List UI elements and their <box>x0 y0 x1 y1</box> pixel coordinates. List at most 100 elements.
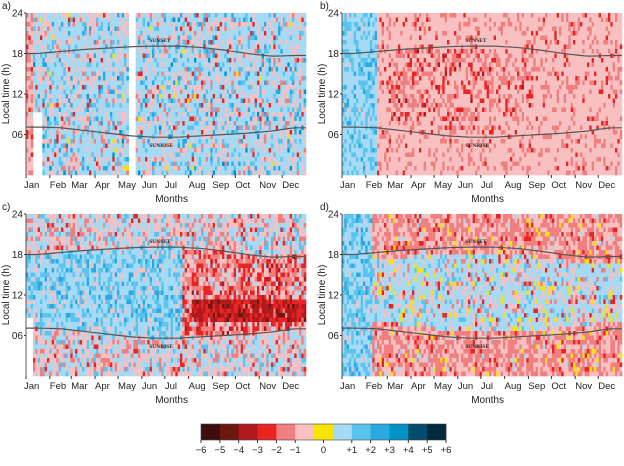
heatmap-cell <box>199 126 202 131</box>
heatmap-cell <box>377 40 380 45</box>
heatmap-cell <box>187 49 190 54</box>
heatmap-cell <box>386 13 389 18</box>
heatmap-cell <box>297 40 300 45</box>
heatmap-cell <box>28 112 31 117</box>
heatmap-cell <box>84 90 87 95</box>
heatmap-cell <box>347 76 350 81</box>
heatmap-cell <box>178 112 181 117</box>
heatmap-cell <box>178 130 181 135</box>
heatmap-cell <box>250 103 253 108</box>
heatmap-cell <box>208 31 211 36</box>
heatmap-cell <box>189 162 192 167</box>
heatmap-cell <box>222 31 225 36</box>
heatmap-cell <box>70 22 73 27</box>
heatmap-cell <box>80 90 83 95</box>
heatmap-cell <box>379 99 382 104</box>
heatmap-cell <box>94 63 97 68</box>
heatmap-cell <box>245 94 248 99</box>
heatmap-cell <box>168 90 171 95</box>
heatmap-cell <box>175 49 178 54</box>
heatmap-cell <box>375 36 378 41</box>
heatmap-cell <box>147 72 150 77</box>
heatmap-cell <box>47 130 50 135</box>
heatmap-cell <box>122 153 125 158</box>
heatmap-cell <box>168 18 171 23</box>
heatmap-cell <box>351 81 354 86</box>
heatmap-cell <box>201 54 204 59</box>
heatmap-cell <box>122 22 125 27</box>
heatmap-cell <box>28 31 31 36</box>
heatmap-cell <box>152 85 155 90</box>
heatmap-cell <box>250 76 253 81</box>
heatmap-cell <box>101 108 104 113</box>
heatmap-cell <box>266 162 269 167</box>
heatmap-cell <box>262 90 265 95</box>
heatmap-cell <box>248 27 251 32</box>
heatmap-cell <box>89 54 92 59</box>
heatmap-cell <box>143 153 146 158</box>
heatmap-cell <box>297 112 300 117</box>
heatmap-cell <box>115 126 118 131</box>
heatmap-cell <box>250 117 253 122</box>
heatmap-cell <box>269 166 272 171</box>
heatmap-cell <box>94 36 97 41</box>
heatmap-cell <box>80 121 83 126</box>
heatmap-cell <box>365 40 368 45</box>
heatmap-cell <box>213 144 216 149</box>
heatmap-cell <box>208 144 211 149</box>
heatmap-cell <box>80 117 83 122</box>
heatmap-cell <box>168 45 171 50</box>
heatmap-cell <box>361 112 364 117</box>
heatmap-cell <box>224 22 227 27</box>
heatmap-cell <box>143 40 146 45</box>
heatmap-cell <box>154 117 157 122</box>
heatmap-cell <box>70 130 73 135</box>
heatmap-cell <box>187 153 190 158</box>
heatmap-cell <box>372 40 375 45</box>
heatmap-cell <box>361 108 364 113</box>
heatmap-cell <box>143 13 146 18</box>
heatmap-cell <box>255 157 258 162</box>
heatmap-cell <box>66 22 69 27</box>
heatmap-cell <box>349 45 352 50</box>
heatmap-cell <box>145 63 148 68</box>
heatmap-cell <box>91 94 94 99</box>
heatmap-cell <box>112 121 115 126</box>
heatmap-cell <box>70 144 73 149</box>
heatmap-cell <box>31 81 34 86</box>
heatmap-cell <box>252 139 255 144</box>
heatmap-cell <box>297 72 300 77</box>
heatmap-cell <box>87 144 90 149</box>
heatmap-cell <box>351 72 354 77</box>
heatmap-cell <box>147 171 150 176</box>
heatmap-cell <box>178 166 181 171</box>
heatmap-cell <box>117 153 120 158</box>
heatmap-cell <box>70 162 73 167</box>
heatmap-cell <box>185 40 188 45</box>
heatmap-cell <box>94 139 97 144</box>
heatmap-cell <box>248 31 251 36</box>
heatmap-cell <box>301 36 304 41</box>
heatmap-cell <box>278 18 281 23</box>
heatmap-cell <box>297 103 300 108</box>
heatmap-cell <box>304 76 307 81</box>
heatmap-cell <box>73 148 76 153</box>
heatmap-cell <box>126 72 129 77</box>
heatmap-cell <box>382 135 385 140</box>
heatmap-cell <box>185 117 188 122</box>
heatmap-cell <box>365 90 368 95</box>
heatmap-cell <box>68 90 71 95</box>
heatmap-cell <box>199 58 202 63</box>
heatmap-cell <box>292 162 295 167</box>
heatmap-cell <box>245 58 248 63</box>
heatmap-cell <box>276 117 279 122</box>
heatmap-cell <box>108 121 111 126</box>
heatmap-cell <box>61 45 64 50</box>
heatmap-cell <box>379 85 382 90</box>
heatmap-cell <box>285 157 288 162</box>
heatmap-cell <box>110 153 113 158</box>
heatmap-cell <box>224 85 227 90</box>
heatmap-cell <box>363 54 366 59</box>
heatmap-cell <box>283 49 286 54</box>
heatmap-cell <box>143 85 146 90</box>
